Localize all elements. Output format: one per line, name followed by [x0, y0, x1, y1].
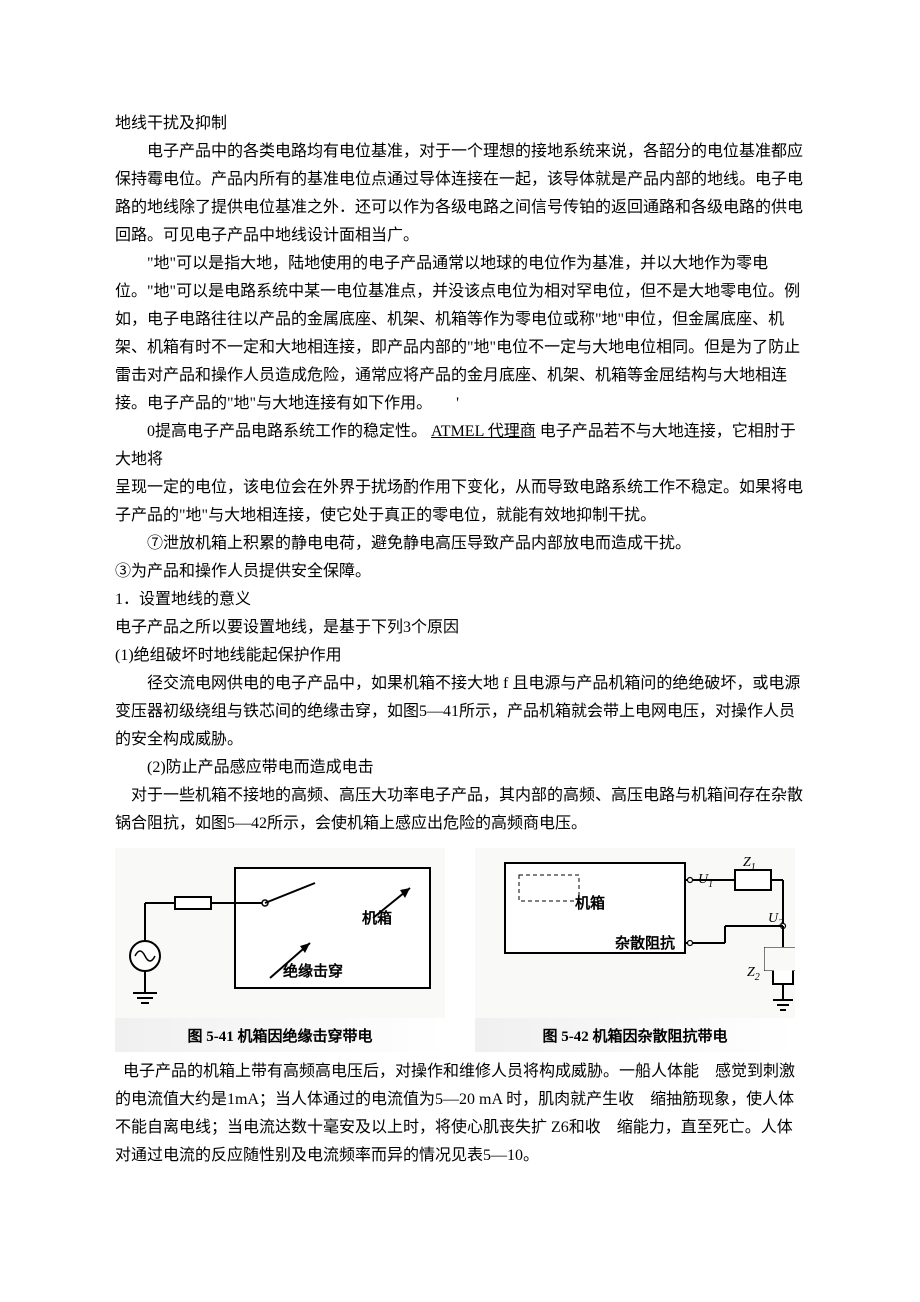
paragraph-2: "地"可以是指大地，陆地使用的电子产品通常以地球的电位作为基准，并以大地作为零电…: [115, 250, 805, 418]
paragraph-3: 0提高电子产品电路系统工作的稳定性。 ATMEL 代理商 电子产品若不与大地连接…: [115, 418, 805, 474]
paragraph-4: 呈现一定的电位，该电位会在外界于扰场酌作用下变化，从而导致电路系统工作不稳定。如…: [115, 474, 805, 530]
figure-5-41: 机箱 绝缘击穿 图 5-41 机箱因绝缘击穿带电: [115, 848, 445, 1052]
paragraph-10: 电子产品的机箱上带有高频高电压后，对操作和维修人员将构成威胁。一船人体能 感觉到…: [115, 1058, 805, 1170]
figures-row: 机箱 绝缘击穿 图 5-41 机箱因绝缘击穿带电 U1 Z1 U2: [115, 848, 805, 1052]
figure-5-42-svg: U1 Z1 U2 Z2: [475, 848, 795, 1018]
atmel-link[interactable]: ATMEL 代理商: [431, 423, 536, 440]
figure-5-42-caption: 图 5-42 机箱因杂散阻抗带电: [475, 1018, 795, 1052]
paragraph-8: 径交流电网供电的电子产品中，如果机箱不接大地 f 且电源与产品机箱问的绝绝破坏，…: [115, 670, 805, 754]
doc-title: 地线干扰及抑制: [115, 110, 805, 138]
subheading-1: (1)绝组破坏时地线能起保护作用: [115, 642, 805, 670]
paragraph-7: 电子产品之所以要设置地线，是基于下列3个原因: [115, 614, 805, 642]
figure-5-41-caption: 图 5-41 机箱因绝缘击穿带电: [115, 1018, 445, 1052]
paragraph-5: ⑦泄放机箱上积累的静电电荷，避免静电高压导致产品内部放电而造成干扰。: [115, 530, 805, 558]
figure-5-42: U1 Z1 U2 Z2: [475, 848, 795, 1052]
subheading-2: (2)防止产品感应带电而造成电击: [115, 754, 805, 782]
paragraph-9: 对于一些机箱不接地的高频、高压大功率电子产品，其内部的高频、高压电路与机箱间存在…: [115, 782, 805, 838]
heading-1: 1．设置地线的意义: [115, 586, 805, 614]
fig1-breakdown-label: 绝缘击穿: [283, 962, 343, 980]
fig1-chassis-label: 机箱: [362, 909, 392, 927]
fig2-chassis-label: 机箱: [575, 894, 605, 912]
p3-lead: 0提高电子产品电路系统工作的稳定性。: [147, 423, 427, 440]
figure-5-41-svg: 机箱 绝缘击穿: [115, 848, 445, 1018]
fig2-stray-label: 杂散阻抗: [615, 934, 675, 952]
paragraph-1: 电子产品中的各类电路均有电位基准，对于一个理想的接地系统来说，各韶分的电位基准都…: [115, 138, 805, 250]
paragraph-6: ③为产品和操作人员提供安全保障。: [115, 558, 805, 586]
